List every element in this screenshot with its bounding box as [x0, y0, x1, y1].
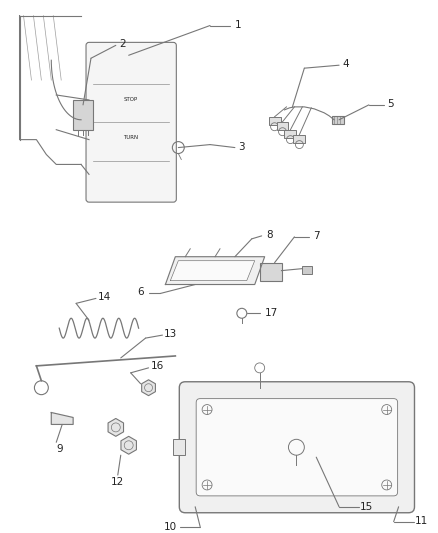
- Bar: [302, 265, 312, 273]
- Text: 7: 7: [313, 231, 320, 241]
- Text: 14: 14: [98, 293, 112, 302]
- FancyBboxPatch shape: [196, 399, 398, 496]
- Text: 13: 13: [164, 329, 177, 339]
- Text: 5: 5: [387, 99, 394, 109]
- Text: 16: 16: [151, 361, 164, 371]
- Text: 11: 11: [415, 516, 428, 526]
- Text: 3: 3: [239, 142, 245, 151]
- Text: 1: 1: [234, 20, 241, 29]
- Bar: [173, 439, 185, 455]
- FancyBboxPatch shape: [179, 382, 414, 513]
- Text: 4: 4: [343, 59, 350, 69]
- Text: TURN: TURN: [123, 135, 138, 140]
- Bar: [260, 263, 282, 280]
- Text: 17: 17: [265, 308, 278, 318]
- Polygon shape: [166, 257, 265, 285]
- Bar: [276, 122, 289, 130]
- Text: 6: 6: [137, 287, 144, 297]
- Text: 8: 8: [266, 230, 273, 240]
- Bar: [268, 117, 280, 125]
- Text: 15: 15: [360, 502, 374, 512]
- Text: 9: 9: [56, 444, 63, 454]
- Text: 12: 12: [111, 477, 124, 487]
- Polygon shape: [170, 261, 255, 280]
- Bar: [73, 100, 93, 130]
- Bar: [332, 116, 344, 124]
- Text: 2: 2: [120, 39, 126, 50]
- Text: STOP: STOP: [124, 96, 138, 102]
- Bar: [285, 130, 297, 138]
- Text: 10: 10: [164, 522, 177, 531]
- Bar: [293, 135, 305, 143]
- Polygon shape: [51, 413, 73, 424]
- FancyBboxPatch shape: [86, 42, 177, 202]
